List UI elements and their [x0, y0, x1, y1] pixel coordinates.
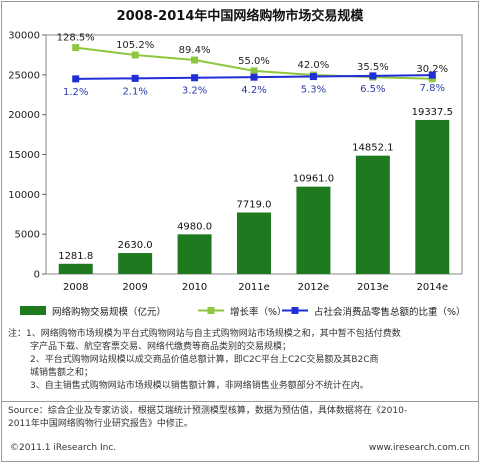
growth-label: 55.0%: [238, 56, 270, 67]
bar: [118, 253, 153, 274]
share-label: 5.3%: [301, 85, 326, 96]
growth-label: 128.5%: [57, 33, 95, 44]
share-point: [428, 71, 436, 79]
growth-point: [72, 44, 80, 52]
x-tick-label: 2014e: [416, 282, 448, 293]
bar-value-label: 10961.0: [293, 174, 334, 185]
share-point: [131, 74, 139, 82]
x-tick-label: 2010: [182, 282, 207, 293]
bar: [177, 234, 212, 274]
source-block: Source：综合企业及专家访谈，根据艾瑞统计预测模型核算，数据为预估值，具体数…: [8, 405, 472, 431]
share-label: 2.1%: [122, 86, 147, 97]
bar-value-label: 14852.1: [352, 143, 393, 154]
note-line: 3、自主销售式购物网站市场规模以销售额计算，非网络销售业务额部分不统计在内。: [30, 381, 369, 391]
growth-label: 105.2%: [116, 40, 154, 51]
y-tick-label: 30000: [8, 31, 40, 42]
site-url: www.iresearch.com.cn: [368, 443, 470, 453]
growth-point: [131, 51, 139, 59]
chart-title: 2008-2014年中国网络购物市场交易规模: [117, 8, 365, 24]
bar: [355, 155, 390, 274]
bar: [415, 119, 450, 274]
bar-value-label: 4980.0: [177, 221, 212, 232]
note-line: 注：1、网络购物市场规模为平台式购物网站与自主式购物网站市场规模之和，其中暂不包…: [8, 329, 401, 339]
share-label: 1.2%: [63, 87, 88, 98]
note-line: 城销售额之和；: [30, 368, 94, 378]
legend-swatch-bar: [20, 306, 46, 315]
chart-svg: 2008-2014年中国网络购物市场交易规模 0 5000 10000 15000 200…: [8, 8, 466, 318]
y-tick-label: 20000: [8, 110, 40, 121]
share-point: [309, 73, 317, 81]
share-label: 7.8%: [420, 83, 445, 94]
share-point: [72, 75, 80, 83]
share-point: [250, 73, 258, 81]
x-tick-label: 2013e: [357, 282, 389, 293]
growth-point: [191, 56, 199, 64]
legend-marker-growth: [207, 307, 215, 314]
growth-label: 35.5%: [357, 62, 389, 73]
bar: [296, 186, 331, 274]
x-tick-label: 2012e: [298, 282, 330, 293]
y-tick-label: 15000: [8, 150, 40, 161]
growth-label: 42.0%: [298, 60, 330, 71]
growth-point: [250, 67, 258, 75]
x-tick-label: 2009: [122, 282, 147, 293]
legend-label-share: 占社会消费品零售总额的比重（%）: [314, 306, 466, 318]
legend-label-bar: 网络购物交易规模（亿元）: [52, 306, 166, 318]
notes-block: 注：1、网络购物市场规模为平台式购物网站与自主式购物网站市场规模之和，其中暂不包…: [8, 328, 472, 393]
share-label: 6.5%: [360, 84, 385, 95]
separator: [1, 401, 479, 402]
bar-value-label: 7719.0: [237, 200, 272, 211]
growth-label: 89.4%: [179, 45, 211, 56]
y-tick-label: 0: [34, 270, 40, 281]
share-label: 4.2%: [241, 85, 266, 96]
growth-point: [428, 75, 436, 83]
share-point: [191, 74, 199, 82]
note-line: 字产品下载、航空客票交易、网络代缴费等商品类别的交易规模；: [30, 342, 292, 352]
bar: [58, 263, 93, 274]
bar-value-label: 19337.5: [412, 107, 453, 118]
x-tick-label: 2011e: [238, 282, 270, 293]
copyright-text: ©2011.1 iResearch Inc.: [10, 443, 117, 453]
growth-label: 30.2%: [416, 64, 448, 75]
y-tick-label: 10000: [8, 190, 40, 201]
source-line: Source：综合企业及专家访谈，根据艾瑞统计预测模型核算，数据为预估值，具体数…: [8, 406, 408, 416]
y-tick-label: 25000: [8, 70, 40, 81]
legend-marker-share: [291, 307, 299, 314]
share-point: [369, 72, 377, 80]
bar-value-label: 2630.0: [118, 240, 153, 251]
x-tick-label: 2008: [63, 282, 88, 293]
legend-label-growth: 增长率（%）: [230, 306, 287, 318]
bar: [237, 212, 271, 274]
bar-value-label: 1281.8: [58, 251, 93, 262]
share-label: 3.2%: [182, 86, 207, 97]
source-line: 2011年中国网络购物行业研究报告》中修正。: [8, 419, 193, 429]
note-line: 2、平台式购物网站规模以成交商品价值总额计算，即C2C平台上C2C交易额及其B2…: [30, 355, 379, 365]
y-tick-label: 5000: [15, 230, 40, 241]
